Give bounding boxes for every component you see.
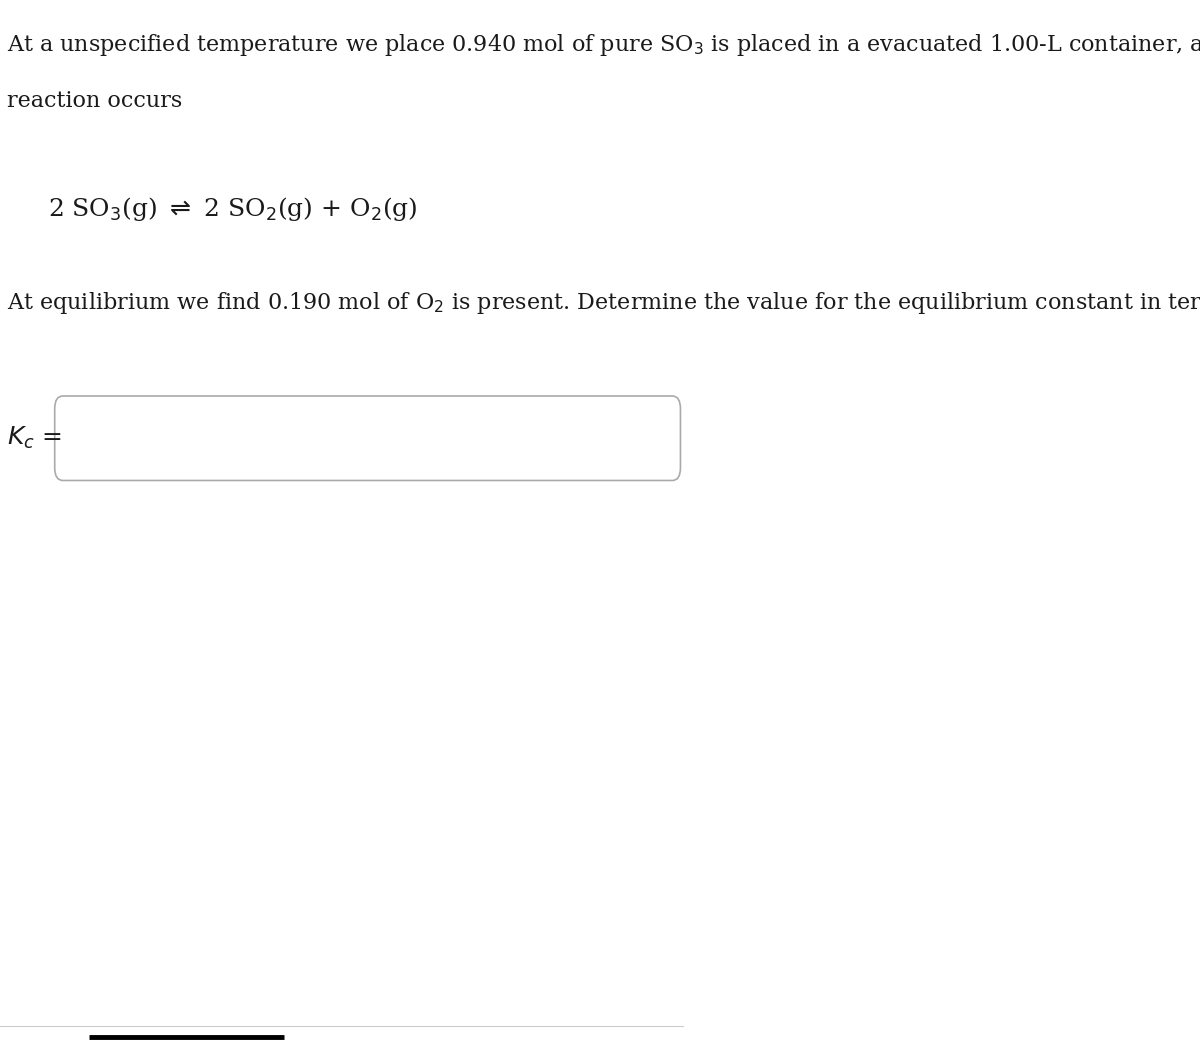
Text: reaction occurs: reaction occurs: [7, 90, 182, 112]
Text: At equilibrium we find 0.190 mol of O$_2$ is present. Determine the value for th: At equilibrium we find 0.190 mol of O$_2…: [7, 290, 1200, 317]
Text: At a unspecified temperature we place 0.940 mol of pure SO$_3$ is placed in a ev: At a unspecified temperature we place 0.…: [7, 32, 1200, 58]
Text: 2 SO$_3$(g) $\rightleftharpoons$ 2 SO$_2$(g) + O$_2$(g): 2 SO$_3$(g) $\rightleftharpoons$ 2 SO$_2…: [48, 195, 418, 224]
Text: $K_c$ =: $K_c$ =: [7, 426, 61, 451]
FancyBboxPatch shape: [55, 396, 680, 480]
